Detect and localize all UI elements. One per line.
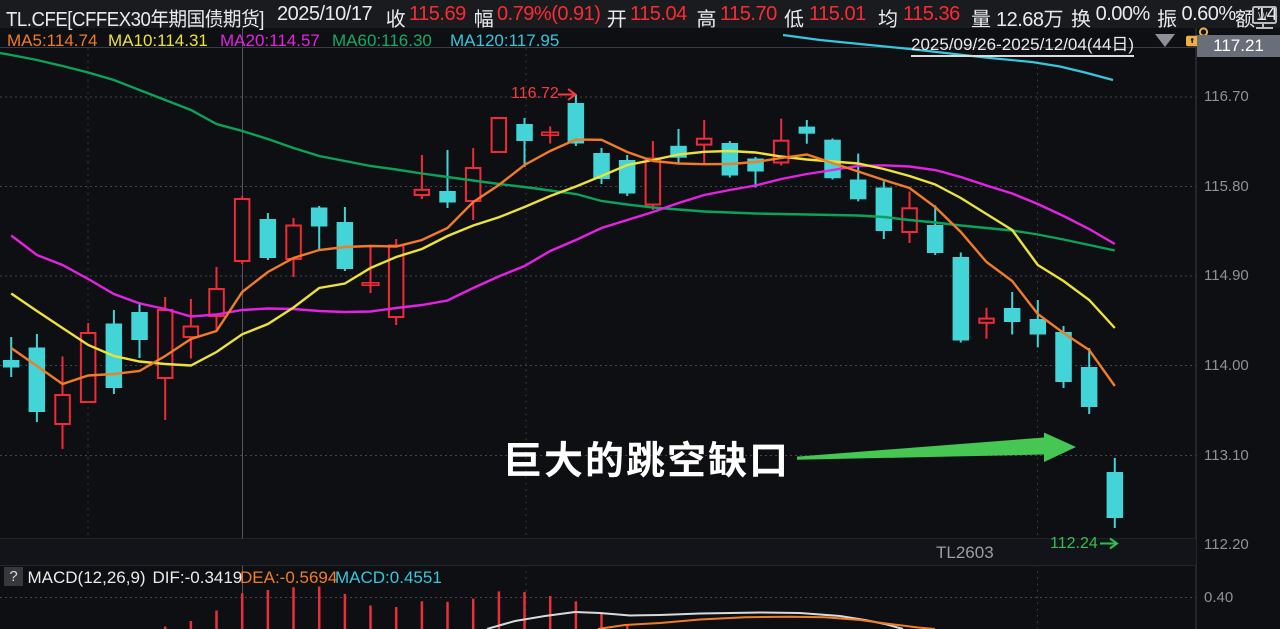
svg-text:W: W bbox=[1258, 11, 1268, 22]
